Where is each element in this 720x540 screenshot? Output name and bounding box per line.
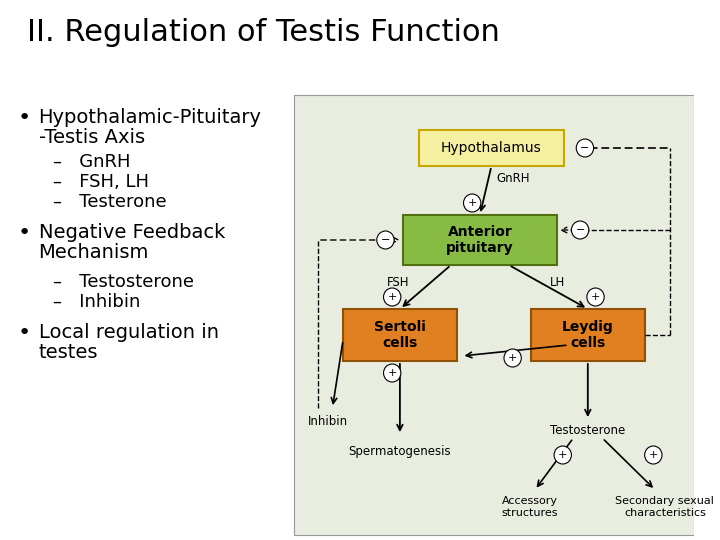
Text: Negative Feedback: Negative Feedback — [39, 223, 225, 242]
Text: GnRH: GnRH — [496, 172, 530, 185]
Text: Local regulation in: Local regulation in — [39, 323, 219, 342]
Text: −: − — [575, 225, 585, 235]
FancyBboxPatch shape — [419, 130, 564, 166]
Circle shape — [464, 194, 481, 212]
Text: Secondary sexual
characteristics: Secondary sexual characteristics — [616, 496, 714, 518]
FancyBboxPatch shape — [294, 95, 694, 535]
Text: +: + — [467, 198, 477, 208]
Text: –   Testosterone: – Testosterone — [53, 273, 194, 291]
Text: •: • — [17, 223, 30, 243]
Circle shape — [587, 288, 604, 306]
Text: –   Testerone: – Testerone — [53, 193, 166, 211]
FancyBboxPatch shape — [343, 309, 456, 361]
Text: -Testis Axis: -Testis Axis — [39, 128, 145, 147]
Text: +: + — [508, 353, 518, 363]
FancyBboxPatch shape — [402, 215, 557, 265]
Text: +: + — [649, 450, 658, 460]
Text: FSH: FSH — [387, 275, 410, 288]
Text: Hypothalamic-Pituitary: Hypothalamic-Pituitary — [39, 108, 261, 127]
Circle shape — [644, 446, 662, 464]
Text: •: • — [17, 108, 30, 128]
Text: +: + — [558, 450, 567, 460]
Circle shape — [572, 221, 589, 239]
Text: Hypothalamus: Hypothalamus — [441, 141, 542, 155]
Circle shape — [384, 364, 401, 382]
Text: Mechanism: Mechanism — [39, 243, 149, 262]
Text: Accessory
structures: Accessory structures — [502, 496, 558, 518]
Text: +: + — [387, 368, 397, 378]
Text: Testosterone: Testosterone — [550, 424, 626, 437]
Text: –   FSH, LH: – FSH, LH — [53, 173, 149, 191]
Circle shape — [384, 288, 401, 306]
Text: Leydig
cells: Leydig cells — [562, 320, 613, 350]
Text: Spermatogenesis: Spermatogenesis — [348, 445, 451, 458]
Text: testes: testes — [39, 343, 98, 362]
Text: II. Regulation of Testis Function: II. Regulation of Testis Function — [27, 18, 500, 47]
Text: •: • — [17, 323, 30, 343]
Circle shape — [554, 446, 572, 464]
Text: LH: LH — [550, 275, 566, 288]
Text: −: − — [381, 235, 390, 245]
Text: Sertoli
cells: Sertoli cells — [374, 320, 426, 350]
FancyBboxPatch shape — [531, 309, 644, 361]
Text: +: + — [591, 292, 600, 302]
Text: Inhibin: Inhibin — [307, 415, 348, 428]
Circle shape — [576, 139, 593, 157]
Text: –   Inhibin: – Inhibin — [53, 293, 140, 311]
Circle shape — [504, 349, 521, 367]
Circle shape — [377, 231, 394, 249]
Text: +: + — [387, 292, 397, 302]
Text: Anterior
pituitary: Anterior pituitary — [446, 225, 513, 255]
Text: –   GnRH: – GnRH — [53, 153, 130, 171]
Text: −: − — [580, 143, 590, 153]
